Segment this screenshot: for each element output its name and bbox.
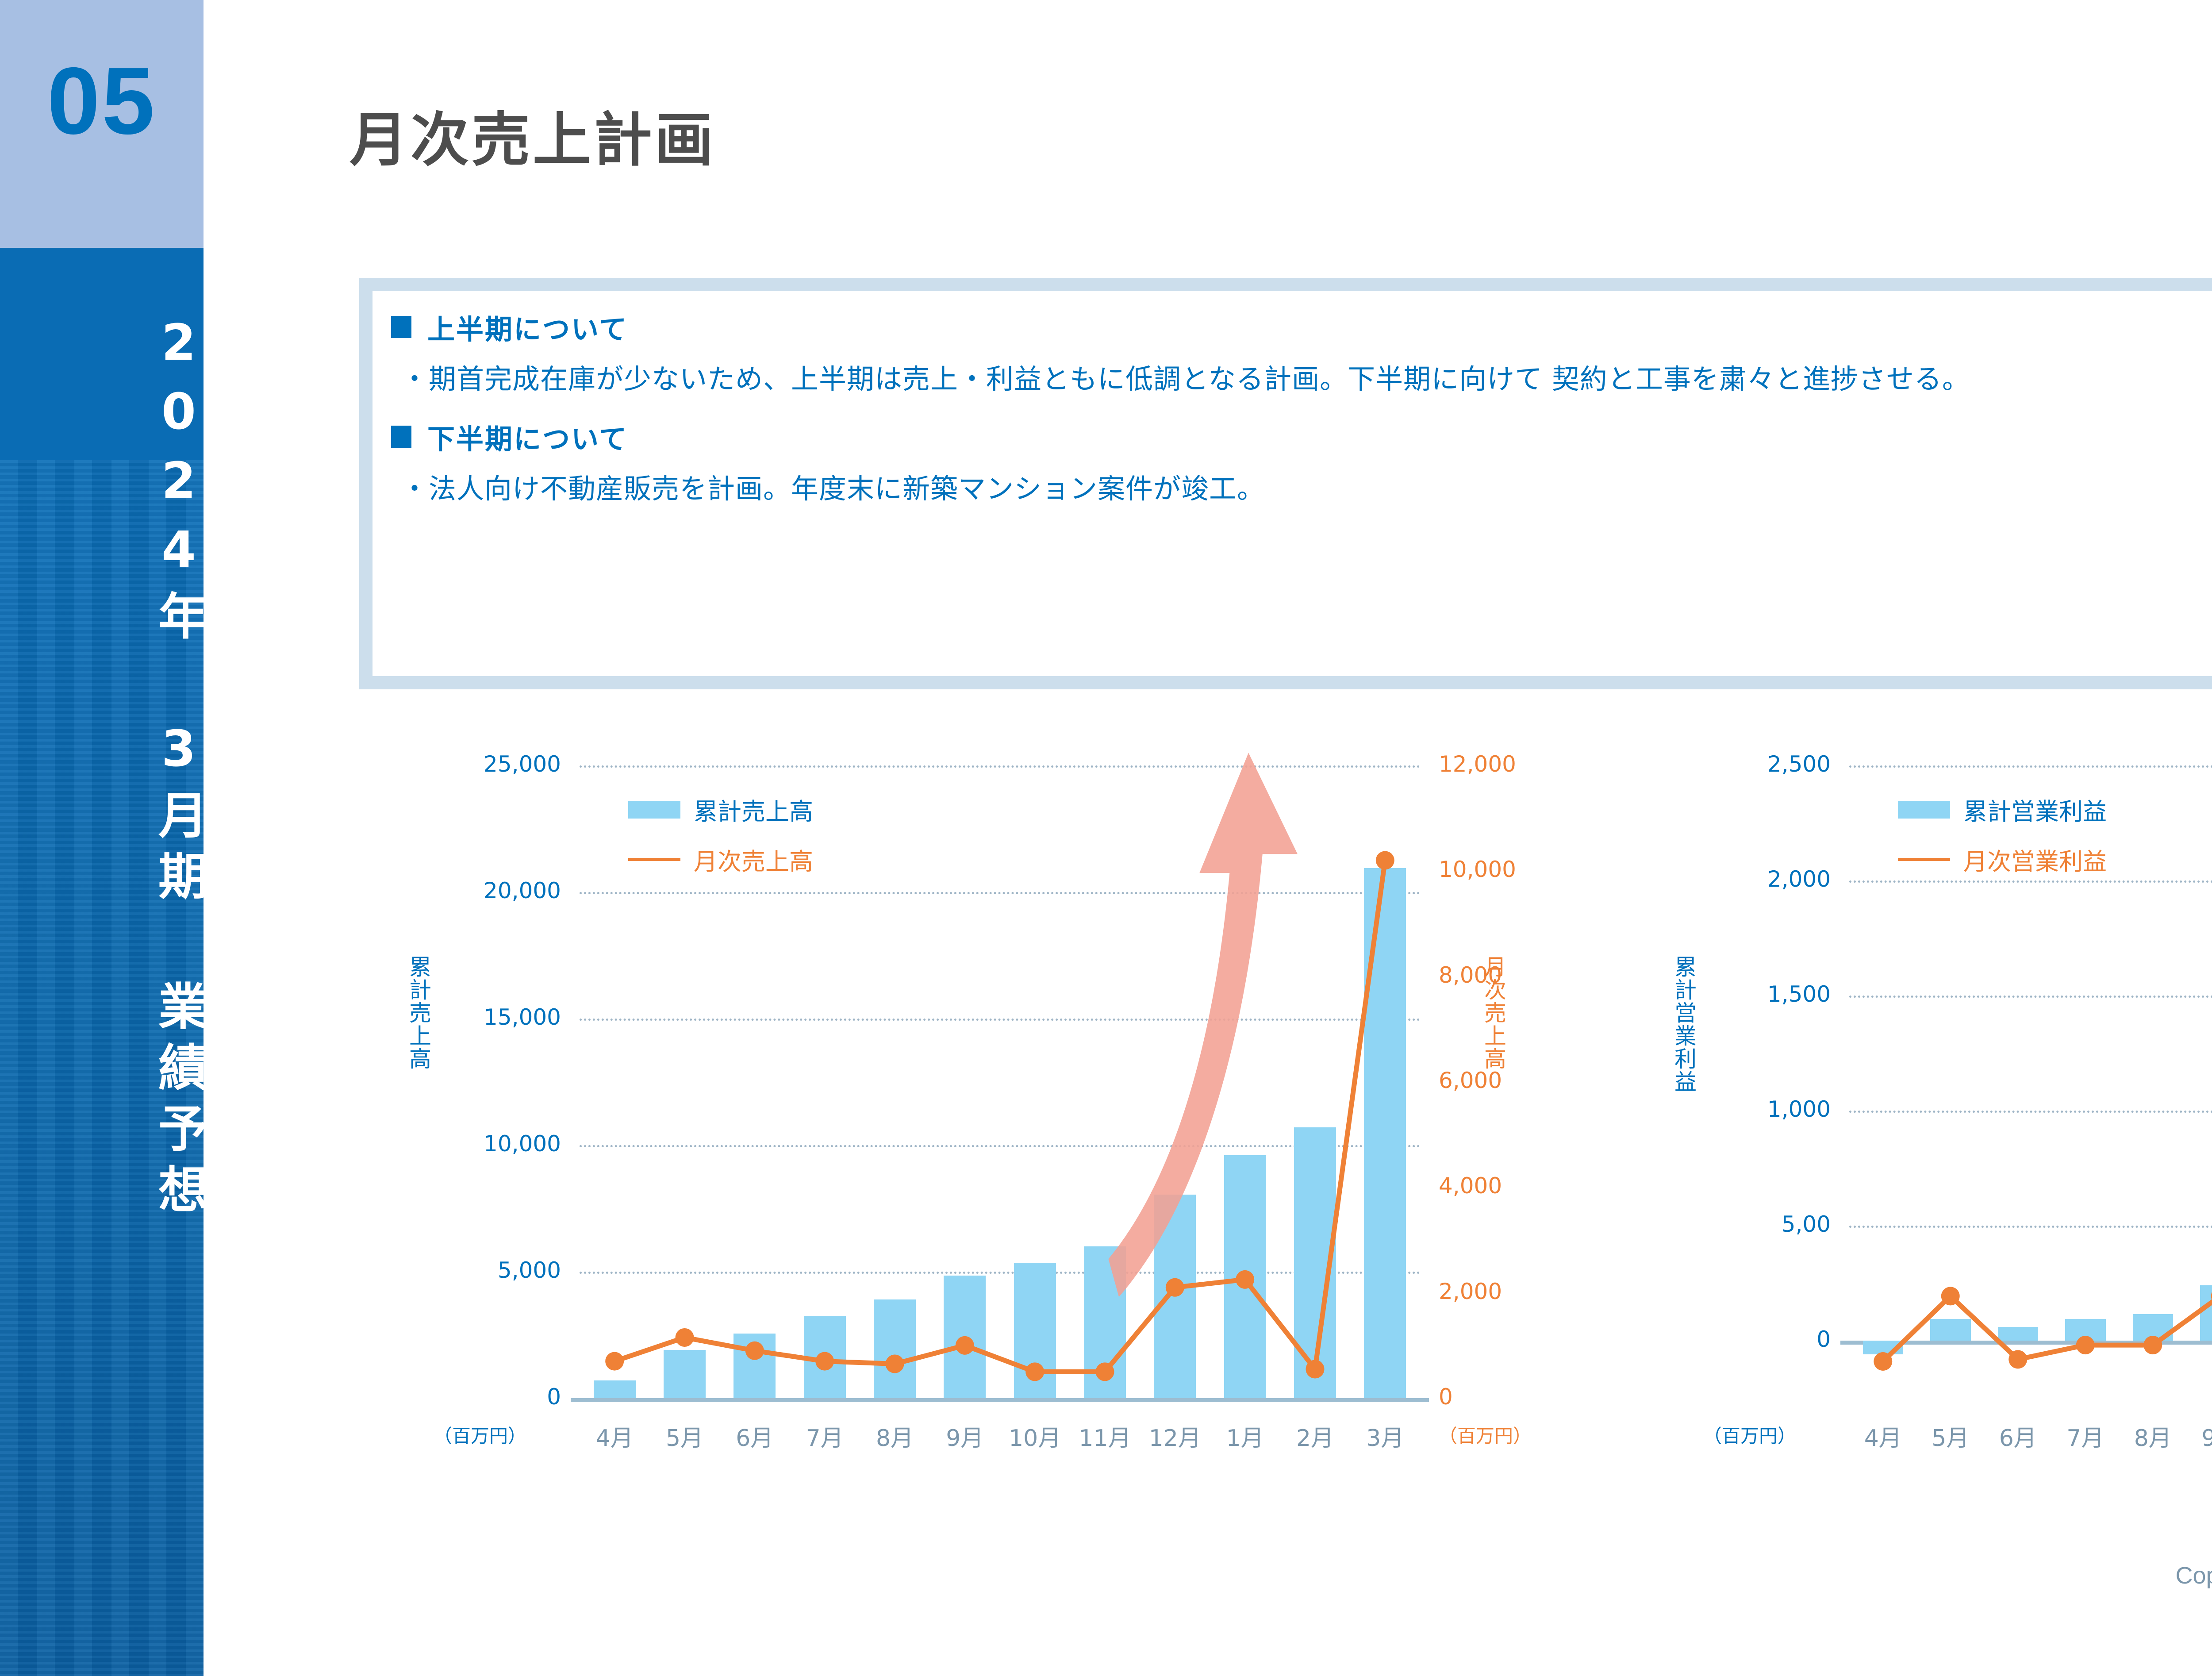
- y-axis-tick-left: 1,500: [1767, 981, 1831, 1007]
- y-axis-tick-right: 8,000: [1439, 962, 1502, 988]
- legend-label-line: 月次営業利益: [1963, 848, 2107, 876]
- x-axis-tick: 6月: [736, 1425, 774, 1452]
- x-axis-tick: 4月: [1864, 1425, 1902, 1452]
- legend-item-line: 月次営業利益: [1898, 842, 2107, 877]
- y-axis-tick-right: 6,000: [1439, 1068, 1502, 1093]
- y-axis-tick-right: 0: [1439, 1384, 1453, 1410]
- y-axis-tick-left: 5,00: [1781, 1211, 1831, 1237]
- x-axis-tick: 5月: [1932, 1425, 1970, 1452]
- x-axis-tick: 12月: [1148, 1425, 1201, 1452]
- sidebar: 05 2024年 3月期 業績予想: [0, 0, 204, 1676]
- y-axis-tick-left: 2,500: [1767, 751, 1831, 777]
- x-axis-tick: 9月: [2201, 1425, 2212, 1452]
- line-series: [389, 752, 1548, 1531]
- bar: [1930, 1319, 1971, 1341]
- x-axis-tick: 10月: [1009, 1425, 1061, 1452]
- gridline: [580, 892, 1420, 894]
- copyright-text: Copyright © Yamaichi Uniheim Real Estate…: [2175, 1562, 2212, 1589]
- bullet-square-icon: [391, 426, 411, 448]
- sidebar-body: 2024年 3月期 業績予想: [0, 248, 204, 1676]
- chart-legend: 累計営業利益 月次営業利益: [1898, 792, 2107, 877]
- y-axis-title-right: 月次売上高: [1481, 955, 1506, 1070]
- legend-label-bar: 累計売上高: [694, 798, 813, 826]
- y-axis-tick-right: 4,000: [1439, 1173, 1502, 1199]
- bar: [2200, 1285, 2212, 1341]
- gridline: [1849, 1226, 2212, 1228]
- y-axis-tick-left: 25,000: [484, 751, 561, 777]
- page-number: 05: [47, 47, 157, 154]
- legend-label-bar: 累計営業利益: [1963, 798, 2107, 826]
- axis-baseline: [571, 1398, 1429, 1402]
- x-axis-tick: 9月: [946, 1425, 984, 1452]
- sidebar-vertical-title: 2024年 3月期 業績予想: [150, 314, 204, 1225]
- x-axis-tick: 11月: [1079, 1425, 1131, 1452]
- gridline: [580, 1145, 1420, 1147]
- gridline: [580, 1272, 1420, 1274]
- section2-heading: 下半期について: [427, 423, 628, 455]
- y-axis-tick-right: 2,000: [1439, 1278, 1502, 1304]
- y-axis-title-left: 累計売上高: [406, 955, 431, 1070]
- x-axis-tick: 7月: [806, 1425, 844, 1452]
- y-axis-tick-left: 0: [547, 1384, 561, 1410]
- bar: [664, 1350, 706, 1398]
- y-axis-tick-left: 0: [1816, 1326, 1831, 1352]
- section1-body: ・期首完成在庫が少ないため、上半期は売上・利益ともに低調となる計画。下半期に向け…: [401, 363, 1970, 395]
- bar: [874, 1299, 916, 1398]
- gridline: [1849, 880, 2212, 883]
- y-axis-tick-left: 5,000: [497, 1257, 561, 1283]
- legend-label-line: 月次売上高: [694, 848, 813, 876]
- x-axis-tick: 8月: [876, 1425, 914, 1452]
- y-axis-title-left: 累計営業利益: [1671, 955, 1697, 1093]
- chart-monthly-operating-profit: 05,001,0001,5002,0002,50002004006008001,…: [1655, 751, 2212, 1531]
- y-axis-tick-left: 2,000: [1767, 866, 1831, 892]
- section2-body: ・法人向け不動産販売を計画。年度末に新築マンション案件が竣工。: [401, 473, 1265, 505]
- summary-callout-content: 上半期について ・期首完成在庫が少ないため、上半期は売上・利益ともに低調となる計…: [359, 278, 2212, 689]
- bullet-square-icon: [391, 316, 411, 338]
- y-axis-tick-right: 12,000: [1439, 751, 1516, 777]
- section1-heading: 上半期について: [427, 313, 628, 346]
- sidebar-page-number-band: 05: [0, 0, 204, 248]
- unit-label-left: （百万円）: [434, 1425, 527, 1447]
- unit-label-right: （百万円）: [1439, 1425, 1532, 1447]
- axis-baseline: [1840, 1341, 2212, 1345]
- y-axis-tick-right: 10,000: [1439, 857, 1516, 883]
- legend-item-bar: 累計営業利益: [1898, 792, 2107, 827]
- x-axis-tick: 6月: [1999, 1425, 2037, 1452]
- section-heading-row-2: 下半期について: [391, 417, 2212, 457]
- legend-swatch-line: [1898, 858, 1950, 861]
- gridline: [580, 765, 1420, 768]
- x-axis-tick: 1月: [1226, 1425, 1264, 1452]
- y-axis-tick-left: 15,000: [484, 1004, 561, 1030]
- legend-swatch-line: [628, 858, 680, 861]
- unit-label-left: （百万円）: [1703, 1425, 1797, 1447]
- gridline: [580, 1019, 1420, 1021]
- legend-swatch-bar: [628, 800, 680, 819]
- legend-swatch-bar: [1898, 800, 1950, 819]
- y-axis-tick-left: 20,000: [484, 878, 561, 903]
- gridline: [1849, 996, 2212, 998]
- legend-item-bar: 累計売上高: [628, 792, 813, 827]
- chart-legend: 累計売上高 月次売上高: [628, 792, 813, 877]
- x-axis-tick: 8月: [2134, 1425, 2172, 1452]
- line-series: [1655, 752, 2212, 1531]
- chart-monthly-sales: 0 5,000 10,000 15,000 20,000 25,000 0 2,000 4,00…: [389, 751, 1548, 1531]
- growth-arrow-icon: [580, 753, 1420, 1398]
- gridline: [1849, 1111, 2212, 1113]
- gridline: [1849, 765, 2212, 768]
- section-heading-row-1: 上半期について: [391, 307, 2212, 347]
- bar: [593, 1380, 636, 1398]
- summary-callout-box: [359, 278, 2212, 689]
- y-axis-tick-left: 10,000: [484, 1131, 561, 1157]
- page-title: 月次売上計画: [349, 106, 716, 174]
- x-axis-tick: 7月: [2066, 1425, 2104, 1452]
- x-axis-tick: 2月: [1296, 1425, 1334, 1452]
- y-axis-tick-left: 1,000: [1767, 1096, 1831, 1122]
- bar: [1997, 1326, 2038, 1341]
- x-axis-tick: 4月: [595, 1425, 634, 1452]
- x-axis-tick: 3月: [1366, 1425, 1404, 1452]
- x-axis-tick: 5月: [665, 1425, 704, 1452]
- legend-item-line: 月次売上高: [628, 842, 813, 877]
